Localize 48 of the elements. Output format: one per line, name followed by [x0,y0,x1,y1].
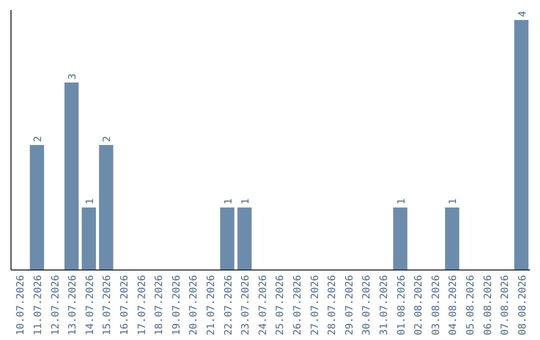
data-label: 4 [517,10,528,17]
bar [99,145,114,270]
x-tick-label: 28.07.2026 [327,275,338,336]
bar [514,20,528,270]
x-tick-label: 22.07.2026 [223,275,234,336]
data-label: 1 [240,198,252,204]
x-tick-label: 05.08.2026 [465,275,476,336]
x-tick-label: 16.07.2026 [119,275,130,336]
x-tick-label: 07.08.2026 [500,275,512,336]
data-label: 2 [102,136,114,142]
data-label: 1 [396,198,408,204]
x-tick-label: 08.08.2026 [517,275,528,336]
bar [220,208,234,270]
x-tick-label: 06.08.2026 [482,275,494,336]
x-tick-label: 17.07.2026 [136,275,148,336]
x-tick-label: 19.07.2026 [171,275,182,336]
x-tick-label: 31.07.2026 [378,275,390,336]
x-tick-label: 11.07.2026 [32,275,44,336]
x-tick-label: 27.07.2026 [310,275,321,336]
x-tick-label: 24.07.2026 [258,275,269,336]
x-tick-label: 18.07.2026 [154,275,166,336]
x-tick-label: 02.08.2026 [414,275,425,336]
x-tick-label: 12.07.2026 [50,275,62,336]
x-tick-label: 13.07.2026 [68,275,79,336]
x-tick-label: 21.07.2026 [206,275,217,336]
x-tick-label: 01.08.2026 [396,275,408,336]
x-tick-label: 10.07.2026 [16,275,27,336]
data-label: 3 [68,73,79,80]
x-tick-label: 23.07.2026 [240,275,252,336]
bar [393,208,408,270]
x-tick-label: 15.07.2026 [102,275,114,336]
data-label: 1 [448,198,460,204]
x-tick-label: 29.07.2026 [344,275,356,336]
x-tick-label: 30.07.2026 [362,275,373,336]
bar [64,82,79,270]
x-tick-label: 04.08.2026 [448,275,460,336]
x-tick-label: 25.07.2026 [275,275,286,336]
data-label: 2 [32,136,44,142]
data-label: 1 [223,198,234,204]
bar [237,208,252,270]
x-tick-label: 14.07.2026 [84,275,96,336]
x-tick-label: 20.07.2026 [188,275,200,336]
x-tick-label: 26.07.2026 [292,275,304,336]
x-tick-label: 03.08.2026 [430,275,442,336]
bar [445,208,460,270]
data-label: 1 [84,198,96,204]
bar [82,208,96,270]
bar [30,145,44,270]
